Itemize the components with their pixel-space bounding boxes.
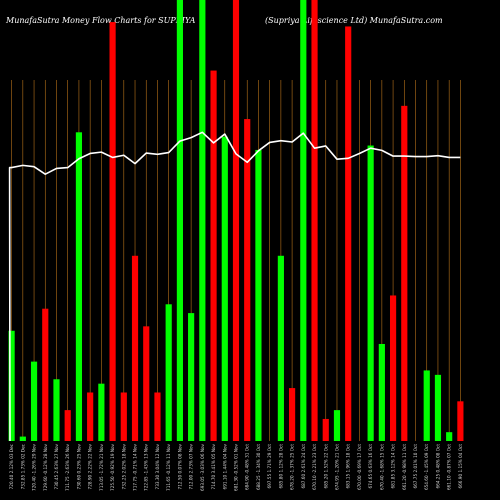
bar-green (199, 0, 206, 441)
x-tick-label: 717.75 -0.71% 14 Nov (133, 443, 138, 490)
x-tick-label: 667.75 2.01% 10 Oct (413, 444, 418, 489)
bar-red (87, 392, 94, 441)
x-tick-label: 720.40 2.12% 03 Dec (9, 443, 14, 489)
bar-red (131, 255, 139, 441)
bar-red (457, 401, 464, 441)
bar-green (30, 361, 38, 441)
x-tick-label: 711.75 -2.63% 26 Nov (65, 443, 70, 490)
bar-red (109, 22, 116, 442)
bar-red (210, 70, 217, 441)
x-tick-label: 674.65 0.63% 16 Oct (368, 444, 373, 489)
x-tick-label: 711.65 -0.12% 11 Nov (166, 443, 171, 490)
x-tick-label: 732.85 1.73% 02 Dec (20, 443, 25, 489)
bar-red (401, 105, 408, 441)
x-tick-label: 661.20 -0.98% 11 Oct (402, 444, 407, 490)
bar-red (311, 0, 318, 441)
x-tick-label: 714.70 3.41% 05 Nov (211, 443, 216, 489)
chart-title-left: MunafaSutra Money Flow Charts for SUPRIY… (5, 16, 196, 25)
x-tick-label: 661.10 -0.87% 07 Oct (447, 444, 452, 490)
bar-red (120, 392, 127, 441)
x-tick-label: 670.10 -2.21% 23 Oct (312, 444, 317, 490)
bar-red (143, 326, 150, 441)
x-tick-label: 691.10 1.44% 04 Nov (222, 443, 227, 489)
bar-green (165, 304, 172, 441)
x-tick-label: 733.30 3.04% 12 Nov (155, 443, 160, 489)
x-tick-label: 674.95 -1.20% 21 Oct (334, 444, 339, 490)
bar-green (446, 432, 453, 441)
x-tick-label: 730.45 2.63% 27 Nov (54, 443, 59, 489)
x-tick-label: 670.00 -0.69% 17 Oct (357, 444, 362, 490)
x-tick-label: 713.05 -1.72% 21 Nov (99, 443, 104, 490)
bar-green (188, 313, 195, 441)
x-tick-label: 722.85 -1.43% 13 Nov (144, 443, 149, 490)
x-tick-label: 678.20 -1.37% 25 Oct (290, 444, 295, 490)
x-tick-label: 681.30 -0.52% 01 Nov (234, 443, 239, 490)
x-tick-label: 712.50 0.07% 08 Nov (177, 443, 182, 489)
x-tick-label: 712.00 2.73% 07 Nov (189, 443, 194, 489)
bar-green (8, 330, 15, 441)
bar-green (98, 383, 105, 441)
bar-green (333, 410, 341, 441)
bar-green (221, 136, 228, 441)
x-tick-label: 693.05 -3.03% 06 Nov (200, 443, 205, 490)
bar-green (277, 255, 284, 441)
x-tick-label: 670.40 -1.68% 15 Oct (379, 444, 384, 490)
x-tick-label: 697.55 1.71% 29 Oct (267, 444, 272, 489)
x-tick-label: 730.60 0.23% 25 Nov (76, 443, 81, 489)
bar-green (367, 145, 374, 441)
x-tick-label: 732.25 2.02% 18 Nov (121, 443, 126, 489)
bar-red (42, 308, 49, 441)
x-tick-label: 666.90 1.15% 04 Oct (458, 444, 463, 489)
bar-red (244, 119, 251, 441)
bar-green (378, 343, 385, 441)
bar-green (176, 0, 183, 441)
bar-red (389, 295, 397, 441)
x-tick-label: 683.15 1.96% 18 Oct (346, 444, 351, 489)
bar-green (423, 370, 430, 441)
bar-series (8, 0, 464, 442)
x-tick-label: 685.20 1.52% 22 Oct (323, 444, 328, 489)
x-tick-label: 664.25 0.48% 08 Oct (435, 444, 440, 489)
bar-green (19, 436, 26, 441)
x-tick-label: 720.40 -1.26% 29 Nov (32, 443, 37, 490)
x-tick-label: 681.85 3.12% 14 Oct (391, 444, 396, 489)
money-flow-line (8, 131, 461, 442)
bar-green (53, 379, 60, 441)
money-flow-line-path (8, 131, 461, 442)
bar-red (64, 410, 71, 441)
x-axis-tick-labels: 720.40 2.12% 03 Dec 732.85 1.73% 02 Dec 72… (9, 443, 463, 491)
bar-red (345, 26, 352, 442)
x-tick-label: 728.90 2.22% 22 Nov (88, 443, 93, 489)
x-tick-label: 688.25 -1.34% 30 Oct (256, 444, 261, 490)
x-tick-label: 685.80 1.12% 28 Oct (278, 444, 283, 489)
bar-red (232, 0, 240, 441)
bar-red (322, 418, 329, 441)
bar-green (300, 0, 307, 441)
bar-red (289, 388, 296, 441)
chart-title-right: (Supriya Lifescience Ltd) MunafaSutra.co… (265, 16, 443, 25)
x-tick-label: 725.50 -0.92% 19 Nov (110, 443, 115, 490)
bar-green (255, 149, 262, 441)
x-tick-label: 684.90 -0.48% 31 Oct (245, 444, 250, 490)
bar-green (75, 132, 83, 442)
x-tick-label: 654.60 -1.45% 09 Oct (424, 444, 429, 490)
bar-red (154, 392, 161, 441)
bar-green (434, 374, 442, 441)
x-tick-label: 729.60 -0.12% 28 Nov (43, 443, 48, 490)
x-tick-label: 687.60 2.61% 24 Oct (301, 444, 306, 489)
